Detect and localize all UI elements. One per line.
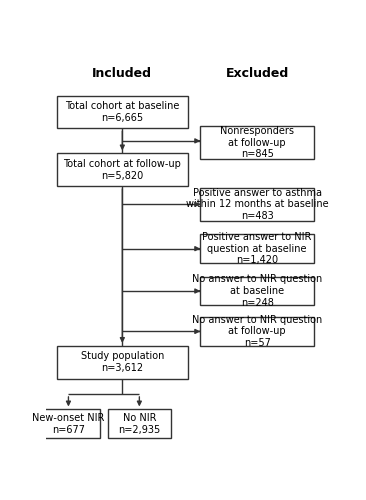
Text: No answer to NIR question
at follow-up
n=57: No answer to NIR question at follow-up n… bbox=[192, 315, 322, 348]
FancyBboxPatch shape bbox=[57, 346, 188, 378]
Text: Study population
n=3,612: Study population n=3,612 bbox=[81, 352, 164, 373]
Text: No NIR
n=2,935: No NIR n=2,935 bbox=[118, 413, 160, 434]
Text: Nonresponders
at follow-up
n=845: Nonresponders at follow-up n=845 bbox=[220, 126, 294, 160]
FancyBboxPatch shape bbox=[57, 96, 188, 128]
Text: Positive answer to asthma
within 12 months at baseline
n=483: Positive answer to asthma within 12 mont… bbox=[186, 188, 328, 221]
Text: Excluded: Excluded bbox=[225, 67, 289, 80]
FancyBboxPatch shape bbox=[200, 317, 314, 346]
Text: Total cohort at baseline
n=6,665: Total cohort at baseline n=6,665 bbox=[65, 101, 180, 123]
Text: Included: Included bbox=[92, 67, 152, 80]
FancyBboxPatch shape bbox=[200, 234, 314, 263]
FancyBboxPatch shape bbox=[37, 410, 100, 438]
Text: Total cohort at follow-up
n=5,820: Total cohort at follow-up n=5,820 bbox=[63, 159, 181, 180]
FancyBboxPatch shape bbox=[200, 276, 314, 306]
Text: No answer to NIR question
at baseline
n=248: No answer to NIR question at baseline n=… bbox=[192, 274, 322, 308]
FancyBboxPatch shape bbox=[108, 410, 171, 438]
FancyBboxPatch shape bbox=[200, 188, 314, 220]
FancyBboxPatch shape bbox=[57, 154, 188, 186]
Text: Positive answer to NIR
question at baseline
n=1,420: Positive answer to NIR question at basel… bbox=[202, 232, 312, 265]
Text: New-onset NIR
n=677: New-onset NIR n=677 bbox=[32, 413, 105, 434]
FancyBboxPatch shape bbox=[200, 126, 314, 159]
